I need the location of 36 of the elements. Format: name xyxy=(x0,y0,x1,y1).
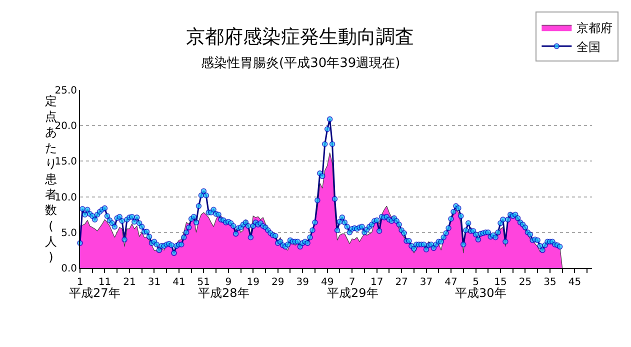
y-tick-label: 15.0 xyxy=(54,156,77,168)
legend-label: 京都府 xyxy=(576,20,613,35)
text: 定点あたり患者数(人) xyxy=(45,94,57,264)
x-tick-label: 19 xyxy=(246,277,260,288)
x-tick-label: 7 xyxy=(348,277,356,288)
x-tick-label: 37 xyxy=(420,277,433,288)
x-tick-label: 25 xyxy=(518,277,532,288)
text: 平成30年 xyxy=(455,286,506,300)
y-tick-label: 0.0 xyxy=(61,264,77,274)
x-tick-label: 49 xyxy=(320,277,334,288)
y-tick-label: 5.0 xyxy=(61,228,77,239)
x-tick-label: 29 xyxy=(272,277,284,288)
y-tick-label: 10.0 xyxy=(54,192,77,204)
x-tick-label: 45 xyxy=(568,277,582,288)
x-tick-label: 27 xyxy=(395,277,408,288)
text: 平成29年 xyxy=(327,286,378,300)
chart-subtitle: 感染性胃腸炎(平成30年39週現在) xyxy=(201,56,400,71)
x-tick-label: 1 xyxy=(76,277,84,288)
y-tick-label: 25.0 xyxy=(54,86,77,96)
x-tick-label: 5 xyxy=(472,277,479,288)
y-tick-label: 20.0 xyxy=(54,121,77,132)
x-tick-label: 39 xyxy=(296,277,309,288)
x-tick-label: 15 xyxy=(494,277,507,288)
x-tick-label: 35 xyxy=(544,277,556,288)
text: 平成27年 xyxy=(69,286,120,300)
x-tick-label: 51 xyxy=(197,277,210,288)
x-tick-label: 31 xyxy=(148,277,161,288)
x-tick-label: 41 xyxy=(172,277,186,288)
chart-title: 京都府感染症発生動向調査 xyxy=(186,26,414,48)
x-tick-label: 47 xyxy=(444,277,458,288)
x-tick-label: 11 xyxy=(98,277,112,288)
legend-label: 全国 xyxy=(576,40,601,54)
x-tick-label: 21 xyxy=(123,277,136,288)
text: 平成28年 xyxy=(198,286,250,300)
x-tick-label: 17 xyxy=(370,277,384,288)
x-tick-label: 9 xyxy=(225,277,232,288)
